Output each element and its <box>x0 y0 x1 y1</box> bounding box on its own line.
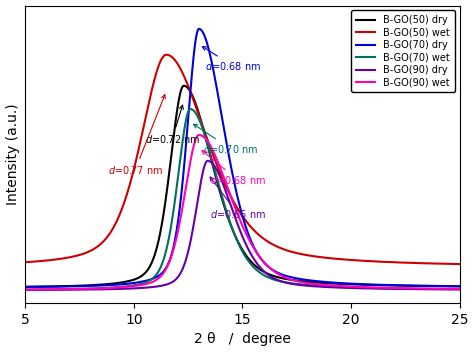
B-GO(70) wet <box>401 287 407 291</box>
B-GO(90) dry <box>98 287 103 291</box>
B-GO(70) wet <box>22 288 28 292</box>
B-GO(70) dry <box>189 74 195 78</box>
B-GO(50) wet <box>98 242 103 246</box>
Text: $\it{d}$=0.70 nm: $\it{d}$=0.70 nm <box>193 124 259 155</box>
B-GO(90) wet <box>72 287 78 291</box>
Line: B-GO(50) dry: B-GO(50) dry <box>25 86 460 287</box>
Legend: B-GO(50) dry, B-GO(50) wet, B-GO(70) dry, B-GO(70) wet, B-GO(90) dry, B-GO(90) w: B-GO(50) dry, B-GO(50) wet, B-GO(70) dry… <box>351 11 455 92</box>
B-GO(50) wet <box>164 52 169 57</box>
Text: $\it{d}$=0.72 nm: $\it{d}$=0.72 nm <box>145 105 200 145</box>
Y-axis label: Intensity (a.u.): Intensity (a.u.) <box>6 103 19 205</box>
B-GO(50) wet <box>401 260 407 265</box>
B-GO(70) dry <box>22 285 28 289</box>
B-GO(70) wet <box>98 286 103 290</box>
B-GO(70) dry <box>72 284 78 288</box>
B-GO(90) dry <box>205 159 210 163</box>
B-GO(70) dry <box>448 284 454 288</box>
Line: B-GO(50) wet: B-GO(50) wet <box>25 55 460 264</box>
B-GO(50) wet <box>457 262 463 266</box>
B-GO(90) wet <box>401 286 407 290</box>
B-GO(70) wet <box>189 107 195 112</box>
B-GO(90) wet <box>196 133 202 137</box>
B-GO(50) wet <box>22 260 28 264</box>
B-GO(70) dry <box>98 283 103 288</box>
B-GO(90) dry <box>72 288 78 292</box>
B-GO(50) dry <box>448 284 454 288</box>
B-GO(90) dry <box>208 160 214 164</box>
B-GO(70) wet <box>457 287 463 291</box>
B-GO(90) wet <box>98 286 103 290</box>
B-GO(90) dry <box>457 287 463 291</box>
Line: B-GO(70) dry: B-GO(70) dry <box>25 29 460 287</box>
B-GO(50) dry <box>457 284 463 289</box>
B-GO(90) dry <box>22 288 28 292</box>
B-GO(50) wet <box>72 254 78 258</box>
Text: $\it{d}$=0.68 nm: $\it{d}$=0.68 nm <box>202 46 262 72</box>
B-GO(90) dry <box>189 233 195 237</box>
B-GO(50) wet <box>448 262 454 266</box>
B-GO(50) dry <box>208 156 214 160</box>
B-GO(50) dry <box>98 283 103 287</box>
B-GO(70) wet <box>208 153 214 158</box>
B-GO(50) dry <box>22 285 28 289</box>
Text: $\it{d}$=0.77 nm: $\it{d}$=0.77 nm <box>108 95 165 176</box>
B-GO(70) wet <box>72 287 78 291</box>
B-GO(90) wet <box>457 287 463 291</box>
Line: B-GO(90) wet: B-GO(90) wet <box>25 135 460 290</box>
B-GO(50) dry <box>72 284 78 288</box>
B-GO(90) wet <box>189 152 195 157</box>
B-GO(70) wet <box>448 287 454 291</box>
B-GO(90) dry <box>401 287 407 291</box>
B-GO(50) dry <box>181 84 187 88</box>
B-GO(70) dry <box>401 283 407 288</box>
Text: $\it{d}$=0.68 nm: $\it{d}$=0.68 nm <box>202 150 266 186</box>
B-GO(90) wet <box>208 144 214 149</box>
B-GO(50) dry <box>189 93 195 97</box>
B-GO(90) wet <box>448 287 454 291</box>
Line: B-GO(90) dry: B-GO(90) dry <box>25 161 460 290</box>
B-GO(50) wet <box>189 94 195 98</box>
Text: $\it{d}$=0.66 nm: $\it{d}$=0.66 nm <box>210 177 266 220</box>
B-GO(50) wet <box>208 147 214 151</box>
B-GO(70) dry <box>457 284 463 288</box>
B-GO(90) wet <box>22 288 28 292</box>
B-GO(70) dry <box>196 27 202 31</box>
X-axis label: 2 θ   /  degree: 2 θ / degree <box>194 332 291 346</box>
B-GO(70) dry <box>208 56 214 60</box>
B-GO(90) dry <box>448 287 454 291</box>
B-GO(50) dry <box>401 284 407 288</box>
Line: B-GO(70) wet: B-GO(70) wet <box>25 109 460 290</box>
B-GO(70) wet <box>187 107 193 111</box>
